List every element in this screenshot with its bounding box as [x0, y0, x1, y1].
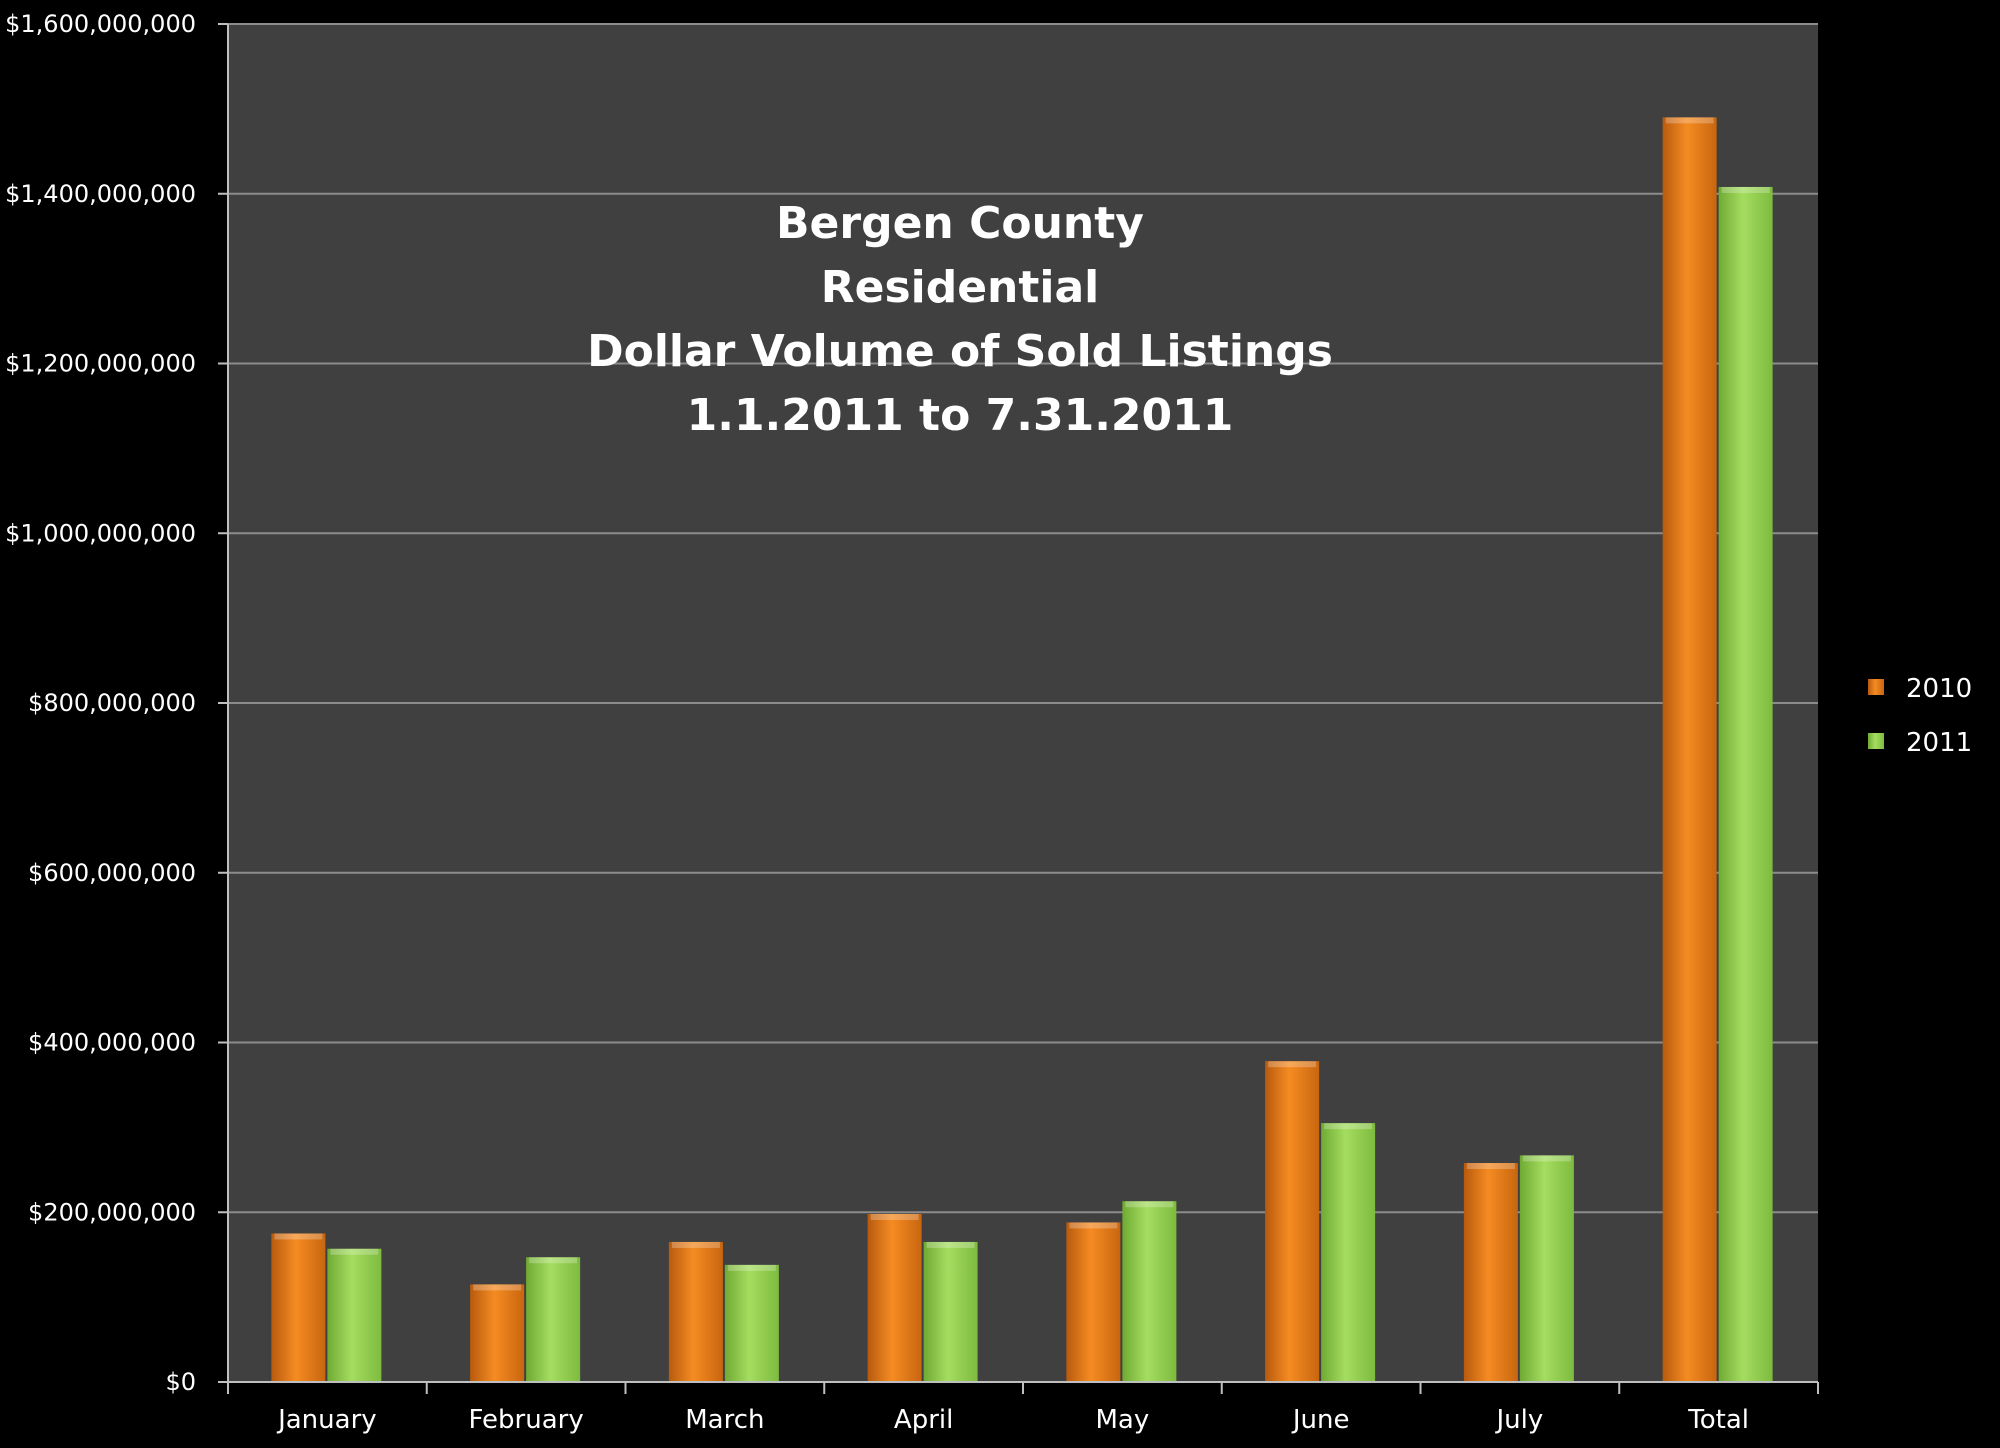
bar-highlight — [330, 1248, 379, 1255]
bar-2011-june — [1321, 1123, 1376, 1382]
y-tick-label: $1,600,000,000 — [5, 10, 196, 38]
bars — [271, 117, 1773, 1383]
chart-title: Bergen County Residential Dollar Volume of… — [587, 198, 1333, 441]
bar-highlight — [870, 1213, 919, 1220]
bar-2011-february — [526, 1257, 581, 1382]
bar-2010-february — [470, 1284, 525, 1382]
y-tick-label: $1,400,000,000 — [5, 180, 196, 208]
bar-highlight — [1522, 1155, 1571, 1162]
y-tick-label: $600,000,000 — [28, 859, 196, 887]
bar-highlight — [1324, 1123, 1373, 1130]
bar-2011-march — [724, 1264, 779, 1382]
bar-2010-january — [271, 1233, 326, 1382]
bar-2010-july — [1463, 1163, 1518, 1382]
y-tick-label: $0 — [165, 1368, 196, 1396]
y-tick-label: $400,000,000 — [28, 1029, 196, 1057]
bar-2010-june — [1265, 1061, 1320, 1382]
bar-highlight — [473, 1284, 522, 1291]
legend-swatch-2011 — [1868, 733, 1884, 749]
x-tick-label: May — [1095, 1405, 1149, 1435]
chart-title-line: Residential — [821, 262, 1100, 313]
x-tick-labels: January February March April May June July Tota… — [227, 1382, 1819, 1435]
x-tick-label: June — [1291, 1405, 1350, 1435]
y-tick-label: $800,000,000 — [28, 689, 196, 717]
bar-2010-march — [668, 1241, 723, 1382]
gridlines — [228, 23, 1818, 1214]
x-tick-label: Total — [1687, 1405, 1749, 1435]
legend-swatch-2010 — [1868, 679, 1884, 695]
y-tick-label: $1,000,000,000 — [5, 519, 196, 547]
bar-2011-april — [923, 1241, 978, 1382]
x-tick-label: April — [894, 1405, 953, 1435]
bar-2011-total — [1718, 186, 1773, 1383]
bar-2010-may — [1066, 1222, 1121, 1382]
bar-highlight — [529, 1257, 578, 1264]
bar-highlight — [1665, 117, 1714, 124]
legend: 2010 2011 — [1868, 674, 1972, 758]
bar-highlight — [1069, 1222, 1118, 1229]
y-tick-labels: $0 $200,000,000 $400,000,000 $600,000,000 $8… — [5, 10, 228, 1396]
legend-label-2011: 2011 — [1906, 728, 1972, 758]
bar-highlight — [727, 1264, 776, 1271]
y-tick-label: $1,200,000,000 — [5, 350, 196, 378]
chart-title-line: Dollar Volume of Sold Listings — [587, 326, 1333, 377]
bar-highlight — [1721, 186, 1770, 193]
bar-highlight — [671, 1241, 720, 1248]
x-tick-label: February — [469, 1405, 584, 1435]
x-tick-label: January — [276, 1405, 377, 1435]
bar-highlight — [1466, 1163, 1515, 1170]
bar-2011-january — [327, 1248, 382, 1382]
bar-2011-july — [1519, 1155, 1574, 1382]
bar-highlight — [1268, 1061, 1317, 1068]
bar-2011-may — [1122, 1201, 1177, 1382]
bar-highlight — [926, 1241, 975, 1248]
legend-label-2010: 2010 — [1906, 674, 1972, 704]
bar-2010-april — [867, 1213, 922, 1382]
chart-title-line: Bergen County — [776, 198, 1144, 249]
bar-highlight — [1125, 1201, 1174, 1208]
bar-highlight — [274, 1233, 323, 1240]
bar-2010-total — [1662, 117, 1717, 1382]
x-tick-label: July — [1494, 1405, 1543, 1435]
chart-title-line: 1.1.2011 to 7.31.2011 — [687, 390, 1234, 441]
x-tick-label: March — [685, 1405, 764, 1435]
y-tick-label: $200,000,000 — [28, 1198, 196, 1226]
